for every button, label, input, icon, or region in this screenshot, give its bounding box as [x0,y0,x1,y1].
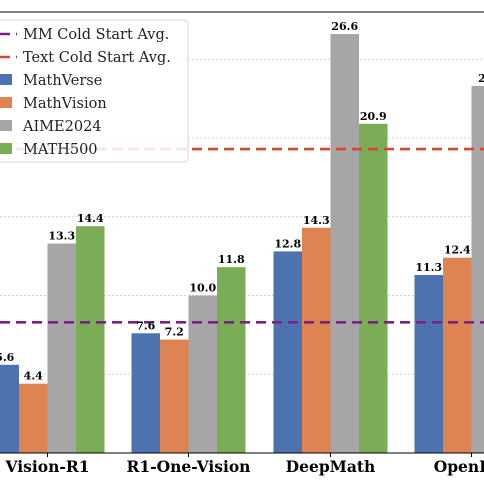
data-label-mathvision-deepmath: 14.3 [303,214,330,227]
bar-aime2024-openr1 [471,86,484,454]
data-label-math500-r1-one-vision: 11.8 [218,253,245,266]
data-labels: 5.6 7.6 12.8 11.3 4.4 7.2 14.3 12.4 13.3 10.0 26.6… [0,20,484,383]
bar-mathvision-deepmath [302,227,331,453]
data-label-mathverse-vision-r1: 5.6 [0,351,15,364]
data-label-math500-deepmath: 20.9 [360,110,387,123]
legend-swatch-mathverse [0,74,12,85]
bar-mathverse-vision-r1 [0,364,19,453]
bar-math500-deepmath [359,123,388,453]
data-label-mathverse-r1-one-vision: 7.6 [136,319,155,332]
legend-label-math500: MATH500 [23,142,98,158]
bar-aime2024-vision-r1 [47,243,76,453]
x-tick-label-deepmath: DeepMath [286,457,376,476]
legend: MM Cold Start Avg. Text Cold Start Avg. Ma… [0,19,189,163]
data-label-mathvision-vision-r1: 4.4 [24,370,43,383]
bar-mathverse-r1-one-vision [131,333,160,453]
legend-label-text-cold-start-avg: Text Cold Start Avg. [23,50,171,66]
bars [0,34,484,454]
data-label-mathvision-openr1: 12.4 [444,244,471,257]
legend-swatch-math500 [0,143,12,154]
data-label-mathverse-openr1: 11.3 [415,261,442,274]
data-label-aime2024-openr1: 23 [478,72,484,85]
data-label-aime2024-vision-r1: 13.3 [48,230,75,243]
data-label-mathvision-r1-one-vision: 7.2 [165,326,184,339]
legend-box [0,19,189,163]
bar-mathvision-vision-r1 [19,383,48,453]
bar-mathverse-openr1 [414,275,443,453]
x-tick-label-openr1: OpenR1- [434,457,484,476]
data-label-mathverse-deepmath: 12.8 [274,237,301,250]
bar-aime2024-deepmath [330,34,359,454]
legend-label-mm-cold-start-avg: MM Cold Start Avg. [23,27,169,43]
data-label-math500-vision-r1: 14.4 [77,212,104,225]
x-tick-label-r1-one-vision: R1-One-Vision [127,457,251,476]
legend-label-mathvision: MathVision [23,96,107,112]
axes: Vision-R1 R1-One-Vision DeepMath OpenR1- [0,11,484,476]
x-tick-label-vision-r1: Vision-R1 [5,457,90,476]
legend-swatch-mathvision [0,97,12,108]
data-label-aime2024-deepmath: 26.6 [331,20,358,33]
legend-label-aime2024: AIME2024 [22,119,102,135]
bar-mathverse-deepmath [273,251,302,453]
bar-mathvision-r1-one-vision [160,339,189,453]
bar-math500-vision-r1 [76,226,105,453]
bar-mathvision-openr1 [443,257,472,453]
legend-swatch-aime2024 [0,120,12,131]
legend-label-mathverse: MathVerse [23,73,102,89]
data-label-aime2024-r1-one-vision: 10.0 [189,282,216,295]
bar-math500-r1-one-vision [217,267,246,453]
bar-aime2024-r1-one-vision [188,295,217,453]
